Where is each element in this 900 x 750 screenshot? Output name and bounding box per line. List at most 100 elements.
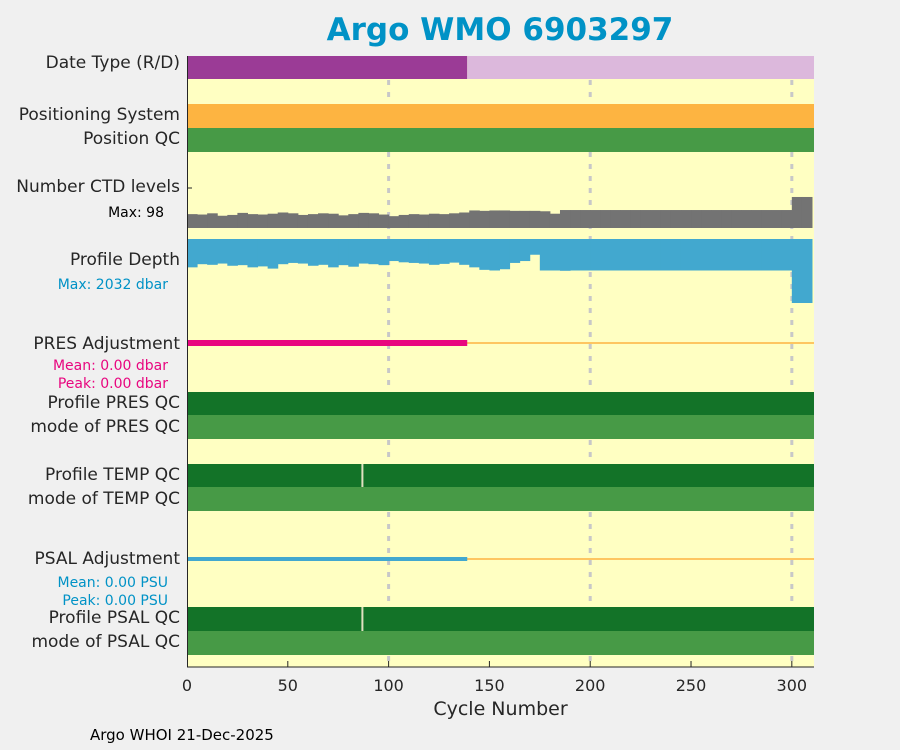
label-psal-adj: PSAL Adjustment (34, 549, 180, 569)
x-tick-label: 0 (181, 676, 193, 695)
ctd-level-bar (580, 210, 591, 228)
profile-depth-bar (267, 239, 279, 269)
ctd-level-bar (711, 210, 722, 228)
ctd-level-bar (398, 214, 410, 228)
profile-depth-bar (570, 239, 581, 271)
ctd-level-bar (358, 212, 369, 228)
ctd-level-bar (227, 214, 238, 228)
position-qc-bar (187, 128, 814, 152)
label-psal-mode: mode of PSAL QC (31, 632, 180, 652)
ctd-level-bar (650, 210, 662, 228)
profile-depth-bar (691, 239, 702, 271)
profile-depth-bar (529, 239, 541, 255)
profile-depth-bar (277, 239, 289, 265)
ctd-level-bar (559, 210, 571, 228)
ctd-level-bar (771, 210, 783, 228)
pres-qc-mode-bar (187, 415, 814, 439)
label-psal-mean: Mean: 0.00 PSU (57, 575, 168, 591)
profile-depth-bar (640, 239, 652, 271)
profile-depth-bar (509, 239, 521, 263)
label-psal-qc: Profile PSAL QC (48, 608, 180, 628)
x-tick-label: 300 (776, 676, 808, 695)
profile-depth-bar (439, 239, 450, 264)
ctd-level-bar (670, 210, 682, 228)
label-ctd-max: Max: 98 (108, 205, 164, 221)
profile-depth-bar (257, 239, 269, 267)
temp-qc-mode-bar (187, 487, 814, 511)
profile-depth-bar (711, 239, 722, 271)
ctd-level-bar (449, 213, 460, 228)
profile-depth-bar (791, 239, 803, 303)
ctd-level-bar (368, 213, 380, 228)
profile-depth-bar (207, 239, 218, 265)
profile-depth-bar (630, 239, 642, 271)
ctd-level-bar (217, 215, 228, 228)
profile-depth-bar (297, 239, 309, 264)
ctd-level-bar (439, 214, 450, 228)
ctd-level-bar (549, 213, 561, 228)
profile-depth-bar (187, 239, 198, 268)
profile-pres-qc-bar (187, 392, 814, 415)
date-type-realtime-bar (467, 56, 814, 79)
ctd-level-bar (691, 210, 702, 228)
ctd-level-bar (660, 210, 672, 228)
ctd-level-bar (781, 210, 793, 228)
ctd-level-bar (277, 212, 289, 228)
profile-temp-qc-bar (187, 464, 814, 487)
label-date-type: Date Type (R/D) (45, 53, 180, 73)
profile-depth-bar (318, 239, 329, 265)
profile-depth-bar (610, 239, 621, 271)
profile-depth-bar (398, 239, 410, 263)
ctd-level-bar (680, 210, 692, 228)
label-psal-peak: Peak: 0.00 PSU (62, 593, 168, 609)
label-depth: Profile Depth (69, 250, 180, 270)
profile-depth-bar (781, 239, 793, 271)
profile-depth-bar (408, 239, 420, 263)
label-pres-adj: PRES Adjustment (33, 334, 180, 354)
profile-depth-bar (670, 239, 682, 271)
ctd-level-bar (570, 210, 581, 228)
profile-depth-bar (771, 239, 783, 271)
label-depth-max: Max: 2032 dbar (57, 277, 168, 293)
profile-depth-bar (559, 239, 571, 271)
profile-depth-bar (741, 239, 753, 271)
x-tick-label: 50 (277, 676, 298, 695)
profile-depth-bar (620, 239, 632, 271)
label-temp-qc: Profile TEMP QC (45, 465, 180, 485)
profile-depth-bar (479, 239, 490, 270)
profile-depth-bar (459, 239, 470, 265)
ctd-level-bar (237, 212, 248, 228)
ctd-level-bar (257, 214, 269, 228)
ctd-level-bar (428, 213, 440, 228)
profile-depth-bar (247, 239, 259, 268)
profile-depth-bar (539, 239, 551, 271)
ctd-level-bar (408, 214, 420, 228)
ctd-level-bar (388, 216, 400, 228)
ctd-level-bar (499, 210, 511, 228)
ctd-level-bar (731, 210, 742, 228)
ctd-level-bar (187, 214, 198, 228)
profile-depth-bar (368, 239, 380, 265)
ctd-level-bar (539, 211, 551, 228)
ctd-level-bar (701, 210, 712, 228)
ctd-level-bar (761, 210, 773, 228)
ctd-level-bar (338, 215, 349, 228)
ctd-level-bar (328, 213, 339, 228)
profile-depth-bar (469, 239, 480, 268)
profile-depth-bar (227, 239, 238, 266)
ctd-level-bar (721, 210, 732, 228)
ctd-level-bar (418, 214, 430, 228)
ctd-level-bar (348, 214, 359, 228)
ctd-level-bar (307, 214, 319, 228)
plot-area (187, 56, 814, 668)
profile-depth-bar (761, 239, 773, 271)
profile-depth-bar (660, 239, 672, 271)
ctd-level-bar (267, 213, 279, 228)
profile-depth-bar (307, 239, 319, 266)
psal-qc-mode-bar (187, 631, 814, 655)
profile-psal-qc-bar (187, 607, 814, 631)
profile-depth-bar (418, 239, 430, 264)
date-type-delayed-bar (187, 56, 468, 79)
ctd-level-bar (479, 210, 490, 228)
profile-depth-bar (428, 239, 440, 265)
